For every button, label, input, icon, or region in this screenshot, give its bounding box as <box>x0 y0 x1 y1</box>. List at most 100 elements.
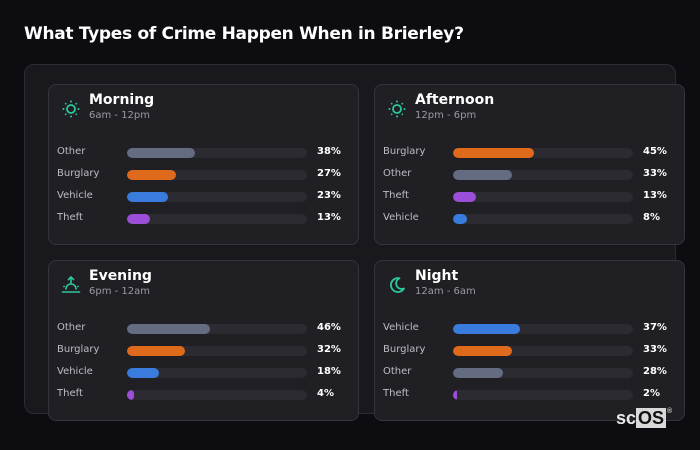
card-afternoon: Afternoon 12pm - 6pm Burglary 45% Other … <box>374 84 685 245</box>
card-title: Morning <box>89 92 155 108</box>
bar-track <box>127 390 307 400</box>
bar-track <box>127 148 307 158</box>
bar-track <box>127 368 307 378</box>
bar-row: Theft 13% <box>57 209 358 231</box>
bar-row: Burglary 45% <box>383 143 684 165</box>
bar-row: Burglary 33% <box>383 341 684 363</box>
bar-label: Other <box>57 322 86 333</box>
bar-label: Burglary <box>383 146 426 157</box>
brand-highlight: OS <box>636 408 667 428</box>
sunset-icon <box>61 275 81 293</box>
bar-value: 33% <box>643 344 667 355</box>
card-title: Night <box>415 268 459 284</box>
bar-fill <box>453 170 513 180</box>
bar-fill <box>127 346 185 356</box>
bar-label: Theft <box>57 388 83 399</box>
bar-value: 2% <box>643 388 660 399</box>
bar-track <box>453 324 633 334</box>
bar-label: Theft <box>57 212 83 223</box>
bar-fill <box>127 390 135 400</box>
bar-fill <box>453 390 457 400</box>
bar-label: Vehicle <box>383 212 419 223</box>
bar-value: 45% <box>643 146 667 157</box>
bar-row: Theft 4% <box>57 385 358 407</box>
bar-track <box>127 324 307 334</box>
bar-fill <box>127 192 169 202</box>
bar-track <box>127 170 307 180</box>
bar-row: Vehicle 18% <box>57 363 358 385</box>
bar-value: 37% <box>643 322 667 333</box>
sun-icon <box>388 100 406 118</box>
bar-track <box>453 346 633 356</box>
bar-fill <box>453 148 534 158</box>
registered-mark: ® <box>667 408 673 415</box>
card-title: Evening <box>89 268 152 284</box>
bar-row: Burglary 32% <box>57 341 358 363</box>
bar-label: Other <box>383 168 412 179</box>
bar-track <box>453 170 633 180</box>
bar-label: Burglary <box>57 168 100 179</box>
bar-row: Theft 13% <box>383 187 684 209</box>
bar-label: Theft <box>383 388 409 399</box>
bar-track <box>453 368 633 378</box>
bar-label: Burglary <box>57 344 100 355</box>
bar-fill <box>453 192 477 202</box>
bar-label: Other <box>57 146 86 157</box>
bar-value: 23% <box>317 190 341 201</box>
bar-fill <box>127 170 176 180</box>
card-subtitle: 12pm - 6pm <box>415 110 477 121</box>
card-night: Night 12am - 6am Vehicle 37% Burglary 33… <box>374 260 685 421</box>
page-title: What Types of Crime Happen When in Brier… <box>24 24 464 44</box>
bar-fill <box>127 148 196 158</box>
bar-fill <box>127 368 160 378</box>
bar-value: 13% <box>643 190 667 201</box>
bar-track <box>127 192 307 202</box>
bar-track <box>127 214 307 224</box>
bar-value: 38% <box>317 146 341 157</box>
bar-value: 13% <box>317 212 341 223</box>
bar-row: Vehicle 37% <box>383 319 684 341</box>
brand-prefix: sc <box>616 408 637 428</box>
card-subtitle: 6am - 12pm <box>89 110 151 121</box>
bar-label: Theft <box>383 190 409 201</box>
bar-fill <box>453 324 520 334</box>
bar-label: Burglary <box>383 344 426 355</box>
bar-value: 27% <box>317 168 341 179</box>
bar-row: Theft 2% <box>383 385 684 407</box>
bar-row: Burglary 27% <box>57 165 358 187</box>
bar-fill <box>127 214 151 224</box>
bar-track <box>453 390 633 400</box>
bar-fill <box>453 214 468 224</box>
bar-label: Other <box>383 366 412 377</box>
bar-value: 8% <box>643 212 660 223</box>
bar-fill <box>453 368 504 378</box>
card-title: Afternoon <box>415 92 495 108</box>
bar-track <box>127 346 307 356</box>
brand-logo: sc OS ® <box>616 408 672 429</box>
bar-track <box>453 192 633 202</box>
card-morning: Morning 6am - 12pm Other 38% Burglary 27… <box>48 84 359 245</box>
sun-icon <box>62 100 80 118</box>
bar-track <box>453 148 633 158</box>
bar-label: Vehicle <box>57 366 93 377</box>
bar-value: 18% <box>317 366 341 377</box>
bar-label: Vehicle <box>57 190 93 201</box>
bar-fill <box>127 324 210 334</box>
card-subtitle: 12am - 6am <box>415 286 476 297</box>
bar-row: Vehicle 8% <box>383 209 684 231</box>
bar-row: Other 38% <box>57 143 358 165</box>
bar-fill <box>453 346 513 356</box>
bar-row: Other 33% <box>383 165 684 187</box>
bar-value: 4% <box>317 388 334 399</box>
bar-label: Vehicle <box>383 322 419 333</box>
bar-value: 28% <box>643 366 667 377</box>
bar-value: 32% <box>317 344 341 355</box>
card-subtitle: 6pm - 12am <box>89 286 151 297</box>
bar-row: Other 46% <box>57 319 358 341</box>
card-evening: Evening 6pm - 12am Other 46% Burglary 32… <box>48 260 359 421</box>
bar-track <box>453 214 633 224</box>
bar-value: 46% <box>317 322 341 333</box>
moon-icon <box>390 277 405 293</box>
bar-value: 33% <box>643 168 667 179</box>
bar-row: Other 28% <box>383 363 684 385</box>
